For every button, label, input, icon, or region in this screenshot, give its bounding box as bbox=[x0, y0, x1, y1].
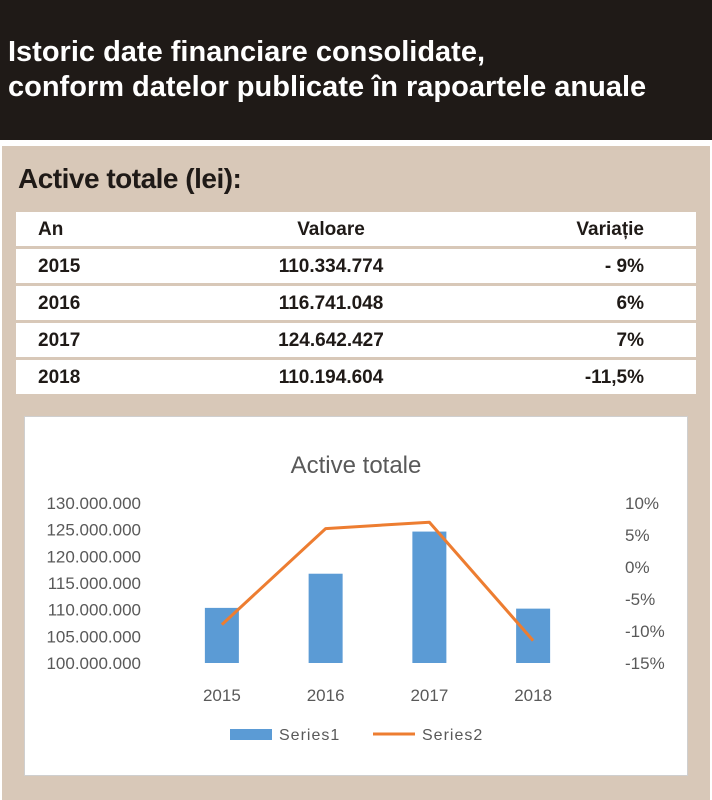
x-tick-label: 2016 bbox=[307, 686, 345, 705]
header-title-line-1: Istoric date financiare consolidate, bbox=[8, 36, 486, 68]
legend-label-series2: Series2 bbox=[422, 727, 483, 744]
y-tick-label: 115.000.000 bbox=[48, 574, 141, 593]
cell-year: 2015 bbox=[38, 256, 81, 277]
y-tick-label: 120.000.000 bbox=[46, 547, 141, 566]
header-title-line-2: conform datelor publicate în rapoartele … bbox=[8, 71, 647, 103]
header-year: An bbox=[38, 219, 64, 240]
series-line bbox=[220, 520, 535, 642]
table-row: 2017 124.642.427 7% bbox=[16, 323, 696, 357]
cell-variation: -11,5% bbox=[584, 367, 644, 388]
y2-tick-label: -10% bbox=[625, 622, 665, 641]
combo-chart: Active totale 100.000.000 105.000.000 110.… bbox=[46, 452, 665, 744]
y-tick-label: 100.000.000 bbox=[46, 654, 141, 673]
bar bbox=[308, 573, 343, 663]
section-title: Active totale (lei): bbox=[18, 163, 242, 194]
bar bbox=[516, 608, 551, 663]
legend-label-series1: Series1 bbox=[279, 727, 340, 744]
cell-variation: 6% bbox=[616, 293, 644, 314]
cell-variation: - 9% bbox=[604, 256, 644, 277]
header-variation: Variație bbox=[576, 219, 644, 240]
table-row: 2016 116.741.048 6% bbox=[16, 286, 696, 320]
y-tick-label: 110.000.000 bbox=[48, 601, 141, 620]
y2-tick-label: -15% bbox=[625, 654, 665, 673]
y2-tick-label: -5% bbox=[625, 590, 655, 609]
cell-value: 110.334.774 bbox=[278, 256, 384, 277]
chart-container: Active totale 100.000.000 105.000.000 110.… bbox=[24, 416, 688, 776]
cell-variation: 7% bbox=[616, 330, 644, 351]
y2-tick-label: 0% bbox=[625, 558, 650, 577]
x-tick-label: 2015 bbox=[203, 686, 241, 705]
table-header-row: An Valoare Variație bbox=[16, 212, 696, 246]
cell-value: 116.741.048 bbox=[278, 293, 384, 314]
cell-year: 2017 bbox=[38, 330, 81, 351]
bar bbox=[204, 607, 239, 663]
y2-tick-label: 5% bbox=[625, 526, 650, 545]
cell-year: 2016 bbox=[38, 293, 81, 314]
x-tick-label: 2018 bbox=[514, 686, 552, 705]
x-tick-label: 2017 bbox=[410, 686, 448, 705]
cell-value: 124.642.427 bbox=[278, 330, 384, 351]
y-tick-label: 130.000.000 bbox=[46, 494, 141, 513]
legend-swatch-series1 bbox=[230, 729, 272, 740]
y-tick-label: 105.000.000 bbox=[46, 627, 141, 646]
y2-tick-label: 10% bbox=[625, 494, 659, 513]
bar bbox=[412, 531, 447, 663]
table-row: 2015 110.334.774 - 9% bbox=[16, 249, 696, 283]
cell-value: 110.194.604 bbox=[278, 367, 384, 388]
chart-title: Active totale bbox=[291, 452, 422, 479]
y-tick-label: 125.000.000 bbox=[46, 521, 141, 540]
cell-year: 2018 bbox=[38, 367, 81, 388]
header-banner: Istoric date financiare consolidate, con… bbox=[0, 0, 712, 140]
table-row: 2018 110.194.604 -11,5% bbox=[16, 360, 696, 394]
header-value: Valoare bbox=[297, 219, 365, 240]
assets-table: An Valoare Variație 2015 110.334.774 - 9… bbox=[16, 212, 696, 397]
